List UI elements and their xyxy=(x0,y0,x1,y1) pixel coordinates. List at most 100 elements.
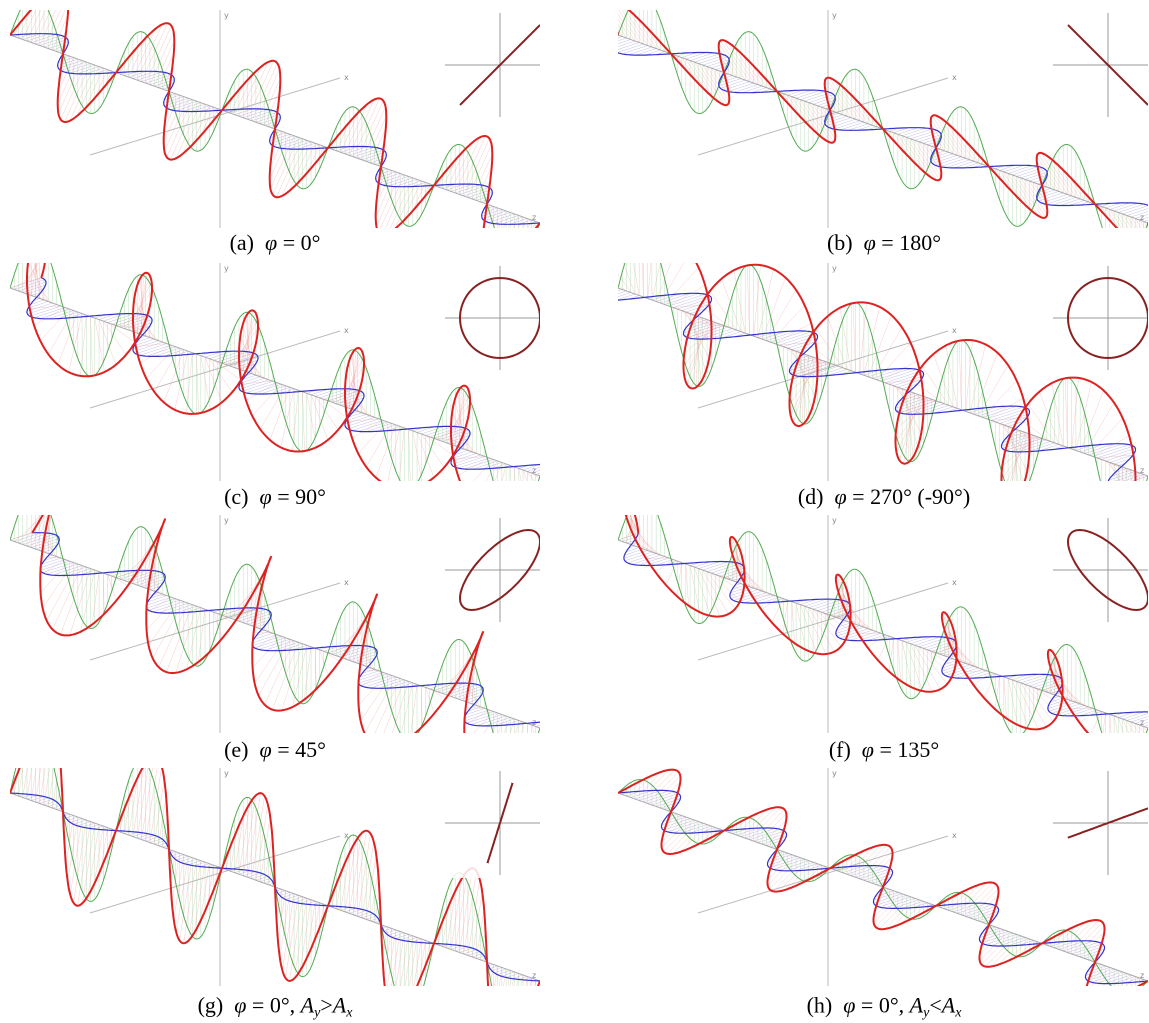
hatch xyxy=(133,71,155,78)
hatch xyxy=(515,467,517,481)
caption-label: (b) xyxy=(827,230,853,255)
panel-image: yxz xyxy=(10,10,540,228)
hatch xyxy=(1072,378,1079,449)
caption-value: = 180° xyxy=(881,230,941,255)
caption-value: = 45° xyxy=(277,737,326,762)
hatch xyxy=(1004,677,1007,718)
hatch xyxy=(995,675,999,709)
hatch xyxy=(490,966,498,969)
hatch xyxy=(133,768,144,837)
hatch xyxy=(792,90,812,97)
hatch xyxy=(398,428,404,481)
hatch xyxy=(707,59,729,66)
hatch xyxy=(749,807,780,839)
hatch xyxy=(345,147,367,154)
caption-value: = 270° (-90°) xyxy=(852,484,970,509)
caption-value: = 135° xyxy=(879,737,939,762)
hatch xyxy=(183,104,205,111)
caption-symbol: φ xyxy=(265,230,277,255)
axis-label: z xyxy=(532,971,536,980)
hatch xyxy=(646,558,669,559)
hatch xyxy=(855,845,886,877)
hatch xyxy=(27,34,49,41)
caption: (h) φ = 0°, Ay<Ax xyxy=(807,993,962,1022)
hatch xyxy=(813,600,841,609)
caption: (g) φ = 0°, Ay>Ax xyxy=(198,993,353,1022)
hatch xyxy=(1037,191,1059,198)
axis-label: y xyxy=(224,769,229,778)
hatch xyxy=(384,928,392,931)
hatch xyxy=(853,303,855,372)
hatch xyxy=(376,173,400,226)
hatch xyxy=(754,265,761,336)
hatch xyxy=(805,606,827,654)
panel-image: yxz xyxy=(618,10,1148,228)
axis-label: x xyxy=(344,326,349,335)
hatch xyxy=(1067,920,1098,952)
hatch xyxy=(641,263,643,297)
hatch xyxy=(906,642,922,691)
caption-symbol: A xyxy=(333,993,346,1018)
hatch xyxy=(370,918,378,921)
hatch xyxy=(643,770,674,802)
hatch xyxy=(919,638,947,647)
caption: (e) φ = 45° xyxy=(224,737,326,763)
hatch xyxy=(52,806,60,809)
hatch xyxy=(172,853,180,856)
caption-value: = 0°, xyxy=(861,993,904,1018)
hatch xyxy=(1017,176,1043,217)
hatch xyxy=(959,341,961,410)
hatch xyxy=(148,596,167,602)
caption: (f) φ = 135° xyxy=(829,737,939,763)
hatch xyxy=(1004,165,1024,172)
hatch xyxy=(1070,708,1093,709)
hatch xyxy=(501,217,523,224)
axis-label: x xyxy=(952,578,957,587)
panel-image: yxz xyxy=(10,515,540,733)
hatch xyxy=(858,633,881,634)
hatch xyxy=(618,37,622,39)
hatch xyxy=(707,562,735,571)
hatch xyxy=(742,86,762,93)
hatch xyxy=(1144,219,1148,221)
caption-symbol: φ xyxy=(234,993,246,1018)
hatch xyxy=(966,340,973,411)
hatch xyxy=(304,647,311,700)
caption-value: = 0°, xyxy=(252,993,295,1018)
caption-symbol: φ xyxy=(862,737,874,762)
caption-operator: > xyxy=(320,993,332,1018)
hatch xyxy=(345,417,374,427)
axis-label: z xyxy=(1140,213,1144,222)
caption-symbol: φ xyxy=(260,737,272,762)
hatch xyxy=(1025,675,1053,684)
hatch xyxy=(813,97,835,104)
hatch xyxy=(278,891,286,894)
hatch xyxy=(264,881,272,884)
hatch xyxy=(14,280,44,290)
hatch xyxy=(805,101,831,142)
hatch xyxy=(362,107,386,160)
axis-label: z xyxy=(1140,971,1144,980)
caption-label: (c) xyxy=(224,484,248,509)
hatch xyxy=(783,600,787,634)
hatch xyxy=(58,61,82,114)
axis-label: z xyxy=(532,213,536,222)
hatch xyxy=(1012,680,1028,729)
hatch xyxy=(961,883,992,915)
axis-label: z xyxy=(1140,466,1144,475)
axis-label: x xyxy=(344,578,349,587)
hatch xyxy=(919,135,941,142)
hatch xyxy=(239,380,268,390)
hatch xyxy=(256,69,280,122)
hatch xyxy=(1060,199,1080,206)
panel-image: yxz xyxy=(10,768,540,986)
hatch xyxy=(898,639,901,680)
hatch xyxy=(360,671,379,677)
hatch xyxy=(848,124,868,131)
hatch xyxy=(773,859,804,891)
hatch xyxy=(719,79,741,86)
hatch xyxy=(150,32,174,85)
axis-label: y xyxy=(224,264,229,273)
hatch xyxy=(466,708,485,714)
caption-subscript: x xyxy=(955,1006,961,1021)
